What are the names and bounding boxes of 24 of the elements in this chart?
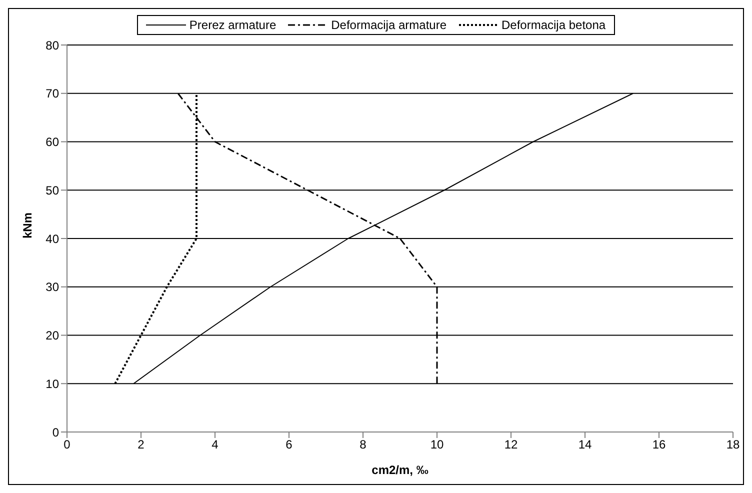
y-tick-label: 30 — [46, 280, 60, 294]
x-tick-label: 2 — [138, 438, 145, 452]
y-tick-label: 20 — [46, 328, 60, 343]
x-tick-label: 0 — [64, 438, 71, 452]
x-tick-label: 18 — [726, 438, 740, 452]
x-tick-label: 14 — [578, 438, 592, 452]
legend-label: Deformacija betona — [502, 18, 606, 32]
y-tick-label: 0 — [52, 425, 60, 440]
x-tick-label: 6 — [286, 438, 293, 452]
x-axis-title: cm2/m, ‰ — [372, 463, 428, 477]
x-tick-label: 16 — [652, 438, 666, 452]
y-tick-label: 70 — [46, 86, 60, 101]
x-tick-label: 10 — [430, 438, 444, 452]
y-tick-label: 50 — [46, 183, 60, 198]
y-tick-label: 60 — [46, 135, 60, 150]
y-tick-label: 10 — [46, 376, 60, 391]
x-tick-label: 12 — [504, 438, 518, 452]
legend-label: Prerez armature — [189, 18, 276, 32]
y-tick-label: 80 — [46, 38, 60, 52]
x-tick-label: 8 — [360, 438, 367, 452]
y-axis-title: kNm — [20, 212, 34, 238]
x-tick-label: 4 — [212, 438, 219, 452]
legend-label: Deformacija armature — [331, 18, 446, 32]
y-tick-label: 40 — [46, 232, 60, 246]
